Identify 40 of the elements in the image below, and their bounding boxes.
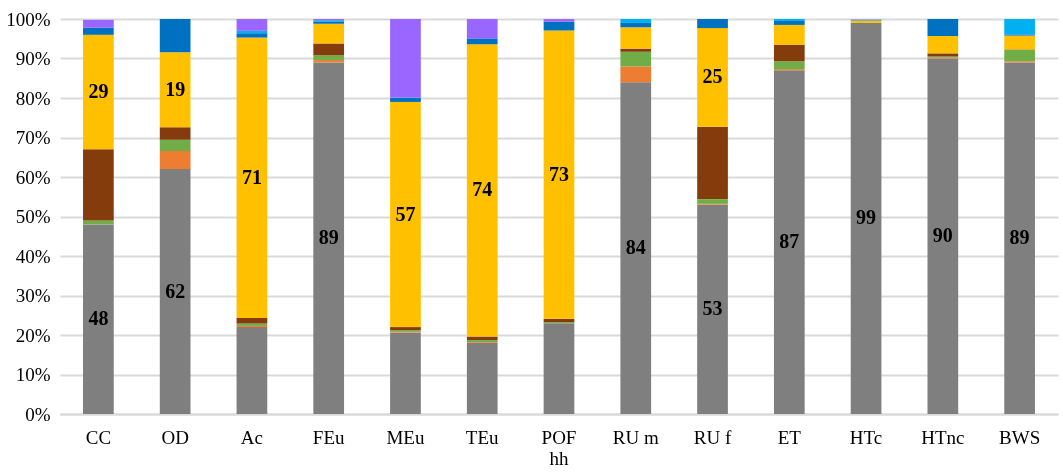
y-tick-label: 70% <box>15 127 51 148</box>
x-tick-label: CC <box>85 426 112 448</box>
y-tick-label: 40% <box>15 245 51 267</box>
data-label: 62 <box>165 279 186 302</box>
y-tick-label: 20% <box>15 324 51 346</box>
data-label: 87 <box>779 230 800 253</box>
data-label: 74 <box>472 178 493 201</box>
data-label: 89 <box>318 226 339 249</box>
data-label: 90 <box>932 224 953 247</box>
x-tick-label: MEu <box>386 426 425 448</box>
x-tick-label: ET <box>777 426 802 448</box>
x-tick-label: BWS <box>999 426 1041 448</box>
x-tick-label: OD <box>161 426 189 448</box>
data-label: 25 <box>702 65 723 88</box>
y-tick-label: 80% <box>15 87 51 109</box>
x-tick-label: FEu <box>312 426 346 448</box>
data-label: 99 <box>856 206 877 229</box>
data-label: 84 <box>625 236 646 259</box>
x-tick-label: HTnc <box>921 426 965 448</box>
data-label: 29 <box>88 80 109 103</box>
data-label: 19 <box>165 77 186 100</box>
data-label: 89 <box>1009 226 1030 249</box>
y-tick-label: 90% <box>15 48 51 69</box>
x-tick-label: TEu <box>465 426 500 448</box>
y-tick-label: 0% <box>25 403 51 425</box>
x-tick-label: POF hh <box>541 426 577 469</box>
y-tick-label: 10% <box>15 364 51 385</box>
data-label: 71 <box>241 165 262 188</box>
x-tick-label: Ac <box>240 426 263 448</box>
x-tick-label: RU m <box>612 426 659 448</box>
x-tick-label: RU f <box>693 426 732 448</box>
y-tick-label: 30% <box>15 285 51 306</box>
x-tick-label: HTc <box>849 426 883 448</box>
y-tick-label: 50% <box>15 206 51 227</box>
y-tick-label: 100% <box>6 8 51 30</box>
data-label: 48 <box>88 307 109 330</box>
y-tick-label: 60% <box>15 166 51 188</box>
data-label: 73 <box>549 162 569 185</box>
data-label: 53 <box>702 297 723 320</box>
data-label: 57 <box>395 202 416 225</box>
